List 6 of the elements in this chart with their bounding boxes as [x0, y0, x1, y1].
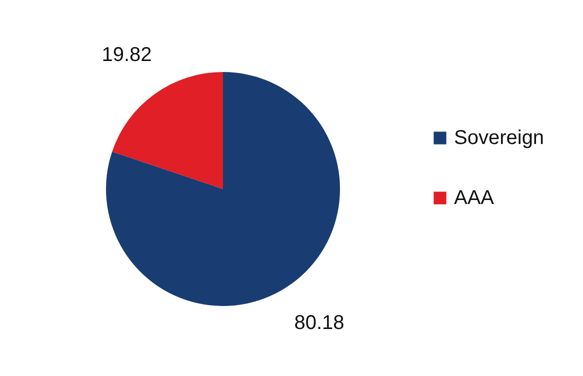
legend-label: AAA	[454, 187, 495, 209]
pie-slice	[106, 72, 340, 306]
data-label: 80.18	[294, 312, 344, 334]
legend-label: Sovereign	[454, 127, 544, 149]
data-label: 19.82	[102, 44, 152, 66]
pie-slice	[112, 72, 223, 189]
